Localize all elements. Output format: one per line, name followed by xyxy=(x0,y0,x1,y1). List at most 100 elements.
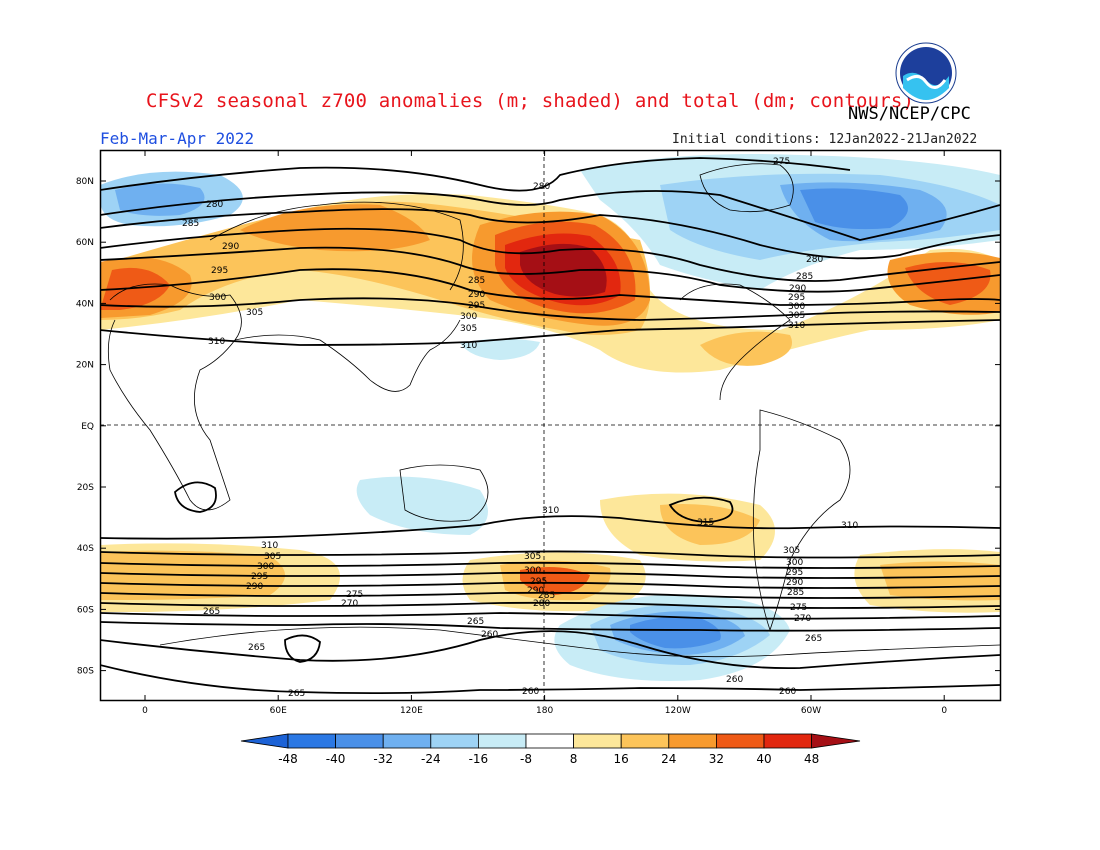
colorbar-tick-label: 16 xyxy=(614,752,629,766)
contour-label: 280 xyxy=(533,599,550,609)
lat-tick-label: 80N xyxy=(76,177,94,187)
colorbar-bin xyxy=(477,733,527,749)
contour-label: 300 xyxy=(209,293,226,303)
colorbar-bin xyxy=(525,733,574,749)
contour-label: 295 xyxy=(530,577,547,587)
lat-tick-label: EQ xyxy=(81,422,94,432)
lat-tick-label: 80S xyxy=(77,667,94,677)
contour-label: 285 xyxy=(787,588,804,598)
contour-label: 285 xyxy=(182,219,199,229)
lat-tick-label: 60S xyxy=(77,605,94,615)
contour-label: 310 xyxy=(460,341,477,351)
contour-label: 275 xyxy=(346,590,363,600)
contour-label: 290 xyxy=(246,582,263,592)
contour-label: 310 xyxy=(208,337,225,347)
colorbar-bin xyxy=(716,733,765,749)
lon-tick-label: 0 xyxy=(142,706,148,716)
map-title: CFSv2 seasonal z700 anomalies (m; shaded… xyxy=(146,90,915,112)
contour-label: 295 xyxy=(786,568,803,578)
lat-tick-label: 40S xyxy=(77,544,94,554)
initial-conditions-label: Initial conditions: 12Jan2022-21Jan2022 xyxy=(672,132,978,147)
contour-label: 295 xyxy=(468,301,485,311)
contour-label: 280 xyxy=(533,182,550,192)
lat-tick-label: 60N xyxy=(76,238,94,248)
contour-label: 275 xyxy=(790,603,807,613)
colorbar-bin xyxy=(763,733,812,749)
contour-label: 295 xyxy=(251,572,268,582)
contour-label: 305 xyxy=(524,552,541,562)
colorbar-tick-label: 48 xyxy=(804,752,819,766)
contour-label: 270 xyxy=(794,614,811,624)
lon-tick-label: 60E xyxy=(270,706,287,716)
contour-label: 305 xyxy=(246,308,263,318)
contour-label: 280 xyxy=(206,200,223,210)
lat-tick-label: 20N xyxy=(76,361,94,371)
noaa-logo-icon xyxy=(895,42,957,104)
contour-label: 295 xyxy=(788,293,805,303)
colorbar-tick-label: 24 xyxy=(661,752,676,766)
contour-label: 265 xyxy=(467,617,484,627)
colorbar-tick-label: -16 xyxy=(469,752,489,766)
contour-label: 285 xyxy=(796,272,813,282)
contour-label: 300 xyxy=(788,302,805,312)
contour-label: 300 xyxy=(257,562,274,572)
contour-label: 305 xyxy=(788,311,805,321)
height-contours xyxy=(101,157,1000,695)
lon-tick-label: 120W xyxy=(665,706,691,716)
contour-label: 260 xyxy=(726,675,743,685)
lon-tick-label: 120E xyxy=(400,706,423,716)
contour-label: 310 xyxy=(788,321,805,331)
colorbar-tick-label: 8 xyxy=(570,752,578,766)
contour-label: 300 xyxy=(460,312,477,322)
contour-label: 310 xyxy=(841,521,858,531)
colorbar-bin xyxy=(335,733,384,749)
contour-label: 265 xyxy=(288,689,305,699)
contour-label: 290 xyxy=(786,578,803,588)
contour-label: 290 xyxy=(789,284,806,294)
colorbar-tick-label: -48 xyxy=(278,752,298,766)
lat-tick-label: 20S xyxy=(77,483,94,493)
contour-label: 285 xyxy=(468,276,485,286)
contour-label: 275 xyxy=(773,157,790,167)
colorbar-bin xyxy=(287,733,336,749)
period-label: Feb-Mar-Apr 2022 xyxy=(100,129,255,148)
contour-label: 285 xyxy=(538,591,555,601)
coastlines xyxy=(107,163,1000,658)
lon-tick-label: 60W xyxy=(801,706,821,716)
colorbar-tick-label: -8 xyxy=(520,752,532,766)
contour-label: 265 xyxy=(203,607,220,617)
colorbar-tick-label: 32 xyxy=(709,752,724,766)
contour-label: 290 xyxy=(468,290,485,300)
colorbar-bin xyxy=(430,733,479,749)
contour-label: 265 xyxy=(805,634,822,644)
contour-label: 290 xyxy=(527,586,544,596)
contour-label: 305 xyxy=(264,552,281,562)
colorbar-bin xyxy=(573,733,622,749)
colorbar-bin xyxy=(811,733,861,749)
contour-label: 280 xyxy=(806,255,823,265)
contour-label: 300 xyxy=(786,558,803,568)
contour-label: 305 xyxy=(783,546,800,556)
contour-label: 265 xyxy=(248,643,265,653)
contour-label: 305 xyxy=(460,324,477,334)
colorbar-bin xyxy=(620,733,670,749)
contour-label: 270 xyxy=(341,599,358,609)
lon-tick-label: 0 xyxy=(941,706,947,716)
org-label: NWS/NCEP/CPC xyxy=(848,104,971,124)
colorbar-bin xyxy=(668,733,717,749)
colorbar-bin xyxy=(382,733,432,749)
colorbar-tick-label: 40 xyxy=(756,752,771,766)
lat-tick-label: 40N xyxy=(76,299,94,309)
contour-label: 295 xyxy=(211,266,228,276)
contour-label: 290 xyxy=(222,242,239,252)
contour-labels: 275 280 280 285 290 295 300 305 310 285 … xyxy=(182,157,858,699)
contour-label: 300 xyxy=(524,566,541,576)
contour-label: 310 xyxy=(261,541,278,551)
contour-label: 260 xyxy=(522,687,539,697)
contour-label: 260 xyxy=(481,630,498,640)
colorbar-tick-label: -32 xyxy=(373,752,393,766)
colorbar-tick-label: -24 xyxy=(421,752,441,766)
colorbar: -48 -40 -32 -24 -16 -8 8 16 24 32 40 48 xyxy=(240,733,861,766)
latitude-axis: 80N 60N 40N 20N EQ 20S 40S 60S 80S xyxy=(76,177,1001,677)
lon-tick-label: 180 xyxy=(536,706,553,716)
